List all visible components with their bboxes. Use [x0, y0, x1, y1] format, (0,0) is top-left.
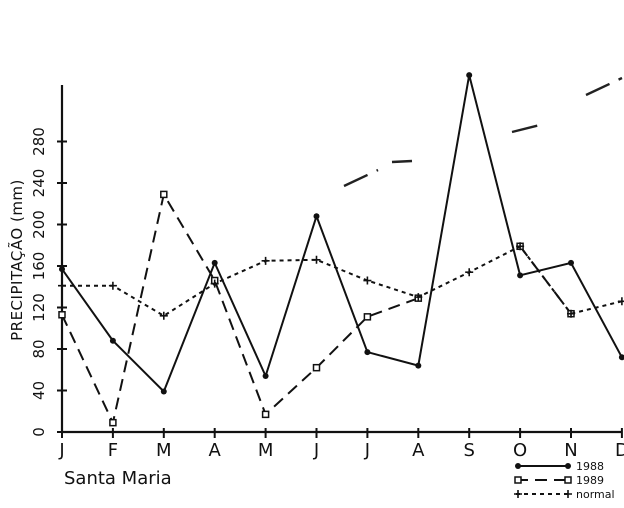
point-marker — [363, 276, 372, 285]
point-marker — [262, 372, 269, 379]
x-tick-label: J — [313, 440, 319, 461]
point-marker — [564, 490, 572, 498]
artifact-stroke — [511, 123, 541, 134]
y-tick-label: 80 — [30, 339, 48, 358]
point-marker — [567, 309, 575, 318]
series-line — [62, 245, 623, 317]
y-tick-label: 160 — [30, 252, 48, 281]
x-tick-label: M — [258, 440, 274, 461]
point-marker — [565, 463, 571, 469]
point-marker — [58, 311, 66, 319]
point-marker — [515, 463, 521, 469]
x-tick-label: F — [108, 440, 118, 461]
x-tick-label: A — [209, 440, 222, 461]
y-tick-label: 120 — [30, 293, 48, 322]
y-axis-label: PRECIPITAÇÃO (mm) — [7, 179, 26, 341]
legend-item: 1989 — [514, 474, 604, 487]
legend-item: normal — [514, 488, 615, 501]
point-marker — [617, 297, 624, 306]
point-marker — [465, 268, 474, 277]
x-tick-label: N — [564, 440, 577, 461]
x-tick-label: J — [364, 440, 370, 461]
series-line — [61, 74, 623, 394]
series-normal — [58, 242, 624, 320]
point-marker — [514, 490, 522, 498]
series-1989 — [58, 190, 575, 427]
point-marker — [312, 363, 321, 372]
point-marker — [108, 281, 117, 290]
x-tick-label: J — [58, 440, 64, 461]
scan-artifacts — [343, 76, 623, 188]
point-marker — [514, 476, 522, 484]
y-tick-label: 280 — [30, 127, 48, 156]
artifact-stroke — [391, 159, 413, 164]
point-marker — [210, 279, 219, 288]
x-tick-label: S — [463, 440, 474, 461]
point-marker — [160, 388, 167, 395]
point-marker — [364, 349, 371, 356]
x-tick-label: O — [513, 440, 527, 461]
point-marker — [58, 281, 66, 290]
y-tick-label: 240 — [30, 169, 48, 198]
legend-label: 1988 — [576, 460, 604, 473]
series-1988 — [59, 72, 624, 395]
x-tick-label: A — [412, 440, 425, 461]
y-tick-label: 40 — [30, 381, 48, 400]
station-caption: Santa Maria — [64, 468, 172, 489]
point-marker — [415, 362, 422, 369]
point-marker — [363, 313, 372, 321]
point-marker — [261, 256, 270, 265]
point-marker — [517, 272, 524, 279]
point-marker — [109, 337, 116, 344]
point-marker — [313, 213, 320, 220]
x-tick-label: M — [156, 440, 172, 461]
legend-item: 1988 — [515, 460, 604, 473]
x-tick-label: D — [615, 440, 624, 461]
artifact-stroke — [343, 168, 379, 188]
labels-group: PRECIPITAÇÃO (mm) Santa Maria — [7, 179, 172, 489]
point-marker — [568, 259, 574, 266]
legend-label: 1989 — [576, 474, 604, 487]
point-marker — [261, 410, 270, 419]
point-marker — [618, 354, 624, 361]
point-marker — [564, 476, 572, 484]
point-marker — [59, 266, 65, 273]
point-marker — [160, 190, 168, 199]
series-line — [61, 191, 572, 426]
point-marker — [466, 72, 473, 79]
point-marker — [516, 242, 525, 251]
point-marker — [109, 418, 117, 427]
point-marker — [211, 259, 218, 266]
point-marker — [414, 293, 423, 302]
series-group — [58, 72, 624, 427]
legend-label: normal — [576, 488, 615, 501]
artifact-stroke — [585, 76, 623, 97]
axes: 0 40 80 120 160 200 240 280 J F M A M J J A S O N D — [30, 85, 624, 461]
y-tick-label: 200 — [30, 210, 48, 239]
y-tick-label: 0 — [30, 427, 48, 437]
point-marker — [312, 255, 321, 264]
point-marker — [159, 311, 168, 320]
